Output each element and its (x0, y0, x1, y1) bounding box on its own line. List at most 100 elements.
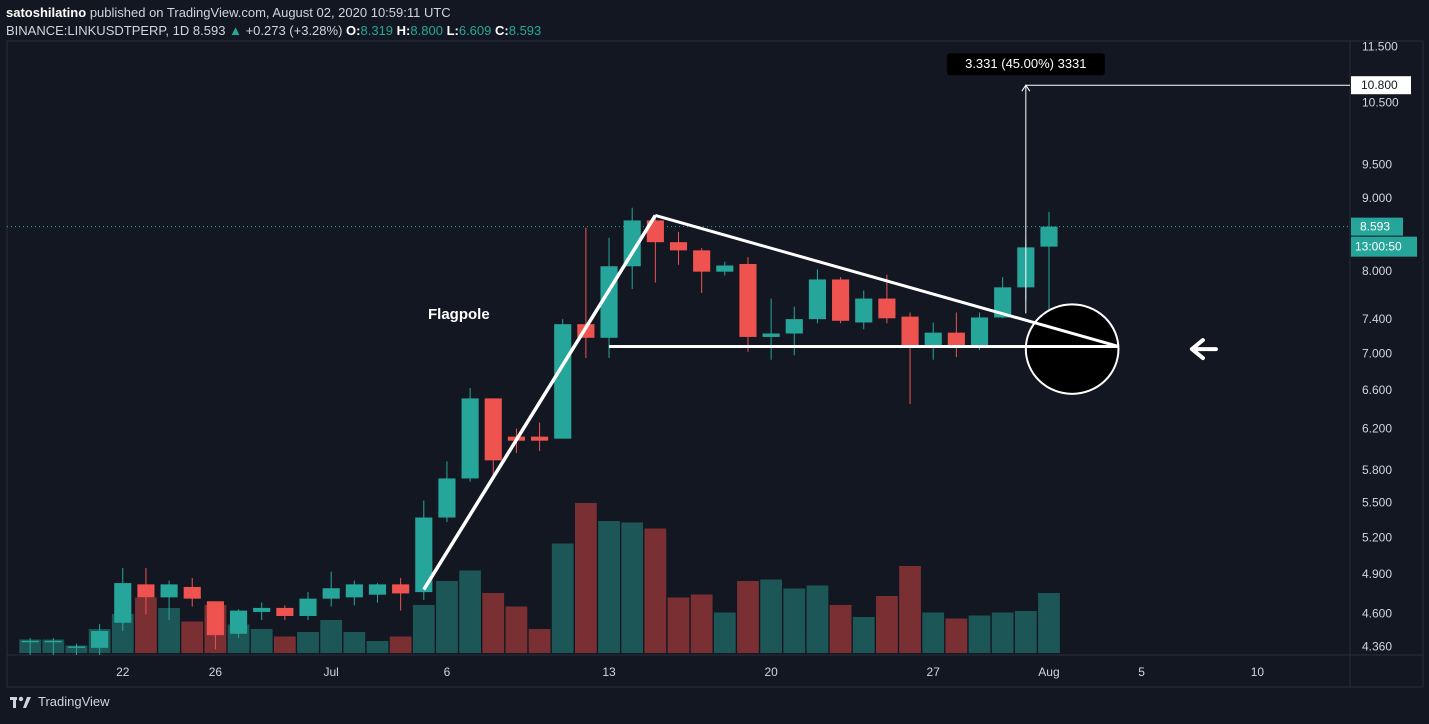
volume-bar (644, 528, 667, 653)
symbol-label[interactable]: BINANCE:LINKUSDTPERP, 1D (6, 23, 190, 38)
volume-bar (297, 632, 319, 653)
candle-body (299, 598, 317, 616)
volume-bar (111, 614, 134, 653)
high-label: H: (396, 23, 411, 38)
volume-bar (482, 593, 505, 653)
candle-body (785, 319, 803, 334)
flagpole-line (422, 214, 657, 591)
x-tick-label: Jul (324, 665, 339, 679)
candle-body (623, 220, 641, 267)
candle-body (253, 607, 271, 612)
candle-body (67, 646, 86, 648)
change-up-icon: ▲ (229, 23, 242, 38)
y-tick-label: 7.000 (1362, 347, 1392, 361)
volume-bar (574, 503, 597, 653)
last-price-tag (1351, 217, 1403, 236)
left-arrow-icon (1189, 338, 1218, 361)
candle-body (878, 298, 896, 319)
open-label: O: (346, 23, 361, 38)
published-text: published on TradingView.com, August 02,… (89, 5, 451, 20)
y-tick-label: 10.500 (1362, 96, 1399, 110)
volume-bar (181, 621, 204, 653)
volume-bar (273, 636, 296, 653)
y-tick-label: 5.200 (1362, 530, 1392, 544)
pennant-upper-line (654, 214, 1119, 348)
volume-bar (922, 612, 945, 653)
candle-body (693, 250, 711, 272)
volume-bar (135, 597, 157, 653)
x-tick-label: 22 (116, 665, 130, 679)
volume-bar (1038, 593, 1060, 653)
candle-body (276, 607, 294, 616)
x-tick-label: 10 (1251, 665, 1265, 679)
candle-body (1040, 226, 1058, 247)
candle-body (137, 584, 155, 598)
candle-body (461, 398, 479, 479)
target-price-label: 10.800 (1361, 78, 1398, 92)
price-change: +0.273 (+3.28%) (245, 23, 343, 38)
volume-bar (1014, 611, 1037, 653)
candle-body (21, 640, 39, 643)
volume-bar (621, 522, 644, 653)
candle-body (322, 588, 340, 599)
candle-body (415, 517, 433, 593)
measure-label-box (946, 53, 1105, 76)
volume-bar (598, 521, 620, 653)
y-tick-label: 11.500 (1362, 39, 1398, 53)
y-tick-label: 7.400 (1362, 312, 1392, 326)
target-price-tag (1351, 76, 1411, 95)
volume-bar (528, 629, 551, 653)
candle-body (739, 263, 757, 337)
candle-body (392, 584, 410, 594)
volume-bar (737, 581, 759, 653)
volume-bar (713, 612, 736, 653)
candle-body (994, 287, 1012, 318)
candle-body (901, 316, 919, 347)
volume-bar (667, 597, 690, 653)
volume-bar (551, 543, 574, 653)
volume-bar (852, 617, 875, 653)
y-tick-label: 8.000 (1362, 264, 1392, 278)
tradingview-brand[interactable]: TradingView (10, 694, 110, 709)
y-tick-label: 4.360 (1362, 639, 1392, 653)
high-value: 8.800 (410, 23, 443, 38)
candle-body (808, 279, 826, 320)
countdown-tag (1351, 236, 1417, 257)
candle-body (669, 242, 688, 251)
candle-body (345, 584, 363, 598)
volume-bar (158, 608, 180, 653)
x-tick-label: 5 (1138, 665, 1145, 679)
x-tick-label: 26 (209, 665, 223, 679)
volume-bar (690, 594, 713, 653)
last-price-tag-label: 8.593 (1360, 220, 1390, 234)
candle-body (438, 478, 456, 518)
chart-header: satoshilatino published on TradingView.c… (6, 4, 541, 40)
volume-bar (945, 618, 968, 653)
close-label: C: (495, 23, 509, 38)
y-tick-label: 9.500 (1362, 158, 1392, 172)
volume-bar (899, 566, 921, 653)
y-tick-label: 5.800 (1362, 463, 1392, 477)
x-tick-label: 13 (602, 665, 616, 679)
x-tick-label: 20 (764, 665, 778, 679)
volume-bar (366, 641, 389, 653)
candle-body (44, 640, 62, 643)
y-tick-label: 9.000 (1362, 191, 1392, 205)
candle-body (970, 317, 989, 348)
candle-body (484, 398, 502, 461)
y-tick-label: 4.900 (1362, 567, 1392, 581)
candle-body (924, 332, 942, 347)
volume-bar (505, 606, 528, 653)
x-tick-label: 6 (444, 665, 451, 679)
volume-bar (991, 612, 1014, 653)
author-name[interactable]: satoshilatino (6, 5, 87, 20)
countdown-label: 13:00:50 (1355, 240, 1402, 254)
volume-bar (829, 605, 852, 653)
candle-body (646, 220, 664, 243)
x-tick-label: Aug (1038, 665, 1059, 679)
low-label: L: (446, 23, 459, 38)
candle-body (855, 298, 873, 323)
y-tick-label: 6.200 (1362, 422, 1392, 436)
y-tick-label: 6.600 (1362, 383, 1392, 397)
